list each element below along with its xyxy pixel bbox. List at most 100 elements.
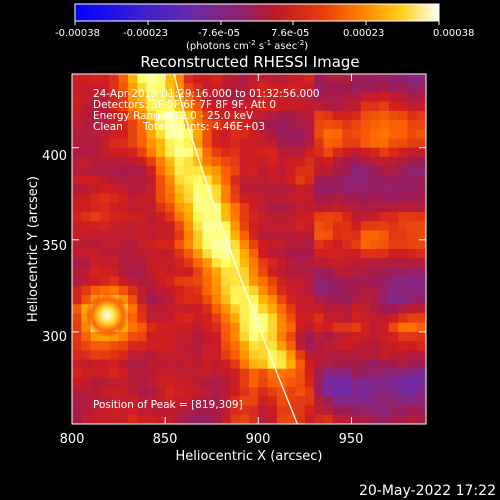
x-tick-label: 800 [60, 432, 85, 447]
heatmap-cell [249, 387, 259, 397]
heatmap-cell [127, 202, 138, 213]
heatmap-cell [407, 221, 418, 232]
heatmap-cell [221, 120, 231, 130]
heatmap-cell [127, 359, 138, 370]
heatmap-cell [388, 175, 399, 186]
heatmap-cell [295, 249, 306, 259]
heatmap-cell [239, 166, 250, 176]
heatmap-cell [249, 230, 259, 241]
heatmap-cell [230, 414, 241, 424]
heatmap-cell [304, 92, 315, 103]
heatmap-cell [137, 202, 148, 213]
heatmap-cell [398, 230, 408, 241]
heatmap-cell [183, 156, 194, 167]
heatmap-cell [388, 276, 399, 287]
heatmap-cell [137, 92, 148, 103]
heatmap-cell [360, 267, 371, 278]
heatmap-cell [332, 120, 343, 130]
heatmap-cell [342, 304, 353, 315]
heatmap-cell [323, 267, 334, 278]
heatmap-cell [249, 267, 259, 278]
heatmap-cell [360, 405, 371, 416]
heatmap-cell [174, 110, 185, 121]
heatmap-cell [118, 212, 129, 222]
heatmap-cell [137, 341, 148, 351]
heatmap-cell [137, 304, 148, 315]
heatmap-cell [398, 202, 408, 213]
heatmap-cell [155, 101, 166, 112]
heatmap-cell [221, 359, 231, 370]
heatmap-cell [360, 322, 371, 333]
heatmap-cell [360, 276, 371, 287]
heatmap-cell [137, 331, 148, 342]
heatmap-cell [118, 331, 129, 342]
heatmap-cell [370, 377, 381, 388]
info-detectors: Detectors: 3F 5F 6F 7F 8F 9F, Att 0 [93, 99, 276, 111]
heatmap-cell [249, 138, 259, 149]
heatmap-cell [314, 184, 325, 195]
heatmap-cell [72, 221, 82, 232]
heatmap-cell [398, 166, 408, 176]
heatmap-cell [267, 202, 278, 213]
heatmap-cell [258, 304, 269, 315]
heatmap-cell [127, 258, 138, 269]
heatmap-cell [286, 221, 297, 232]
heatmap-cell [109, 92, 120, 103]
heatmap-cell [267, 295, 278, 305]
heatmap-cell [81, 175, 92, 186]
heatmap-cell [398, 101, 408, 112]
heatmap-cell [165, 147, 176, 158]
heatmap-cell [332, 92, 343, 103]
heatmap-cell [314, 202, 325, 213]
heatmap-cell [304, 331, 315, 342]
heatmap-cell [342, 101, 353, 112]
heatmap-cell [90, 359, 101, 370]
heatmap-cell [174, 350, 185, 361]
heatmap-cell [174, 258, 185, 269]
heatmap-cell [193, 295, 204, 305]
heatmap-cell [351, 285, 362, 296]
heatmap-cell [314, 414, 325, 424]
heatmap-cell [323, 387, 334, 397]
heatmap-cell [109, 156, 120, 167]
heatmap-cell [146, 175, 157, 186]
heatmap-cell [211, 101, 222, 112]
heatmap-cell [72, 258, 82, 269]
heatmap-cell [72, 92, 82, 103]
heatmap-cell [165, 221, 176, 232]
heatmap-cell [332, 129, 343, 140]
heatmap-cell [193, 156, 204, 167]
heatmap-cell [81, 147, 92, 158]
heatmap-cell [342, 230, 353, 241]
heatmap-cell [137, 249, 148, 259]
heatmap-cell [360, 221, 371, 232]
heatmap-cell [323, 295, 334, 305]
heatmap-cell [323, 221, 334, 232]
heatmap-cell [407, 368, 418, 379]
y-tick-label: 400 [42, 149, 67, 164]
heatmap-cell [109, 83, 120, 94]
heatmap-cell [99, 368, 110, 379]
heatmap-cell [370, 156, 381, 167]
heatmap-cell [332, 230, 343, 241]
solar-limb-line [173, 74, 299, 424]
heatmap-cell [249, 175, 259, 186]
heatmap-cell [118, 341, 129, 351]
heatmap-cell [230, 387, 241, 397]
heatmap-cell [351, 120, 362, 130]
heatmap-cell [72, 267, 82, 278]
heatmap-cell [398, 405, 408, 416]
heatmap-cell [193, 377, 204, 388]
heatmap-cell [295, 377, 306, 388]
heatmap-cell [360, 350, 371, 361]
heatmap-cell [323, 230, 334, 241]
heatmap-cell [323, 331, 334, 342]
heatmap-cell [239, 156, 250, 167]
heatmap-cell [211, 83, 222, 94]
heatmap-cell [155, 405, 166, 416]
heatmap-cell [221, 267, 231, 278]
heatmap-cell [295, 193, 306, 204]
heatmap-cell [127, 156, 138, 167]
heatmap-cell [332, 74, 343, 84]
heatmap-cell [211, 322, 222, 333]
